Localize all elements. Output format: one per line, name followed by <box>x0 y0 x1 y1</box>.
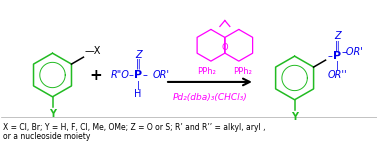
Text: OR': OR' <box>152 70 169 80</box>
Text: –OR': –OR' <box>341 47 363 57</box>
Text: Z: Z <box>334 31 341 41</box>
Text: R"O: R"O <box>110 70 129 80</box>
Text: H: H <box>135 89 142 99</box>
Text: O: O <box>222 43 228 52</box>
Text: |: | <box>336 61 339 70</box>
Text: X = Cl, Br; Y = H, F, Cl, Me, OMe; Z = O or S; R’ and R’’ = alkyl, aryl ,: X = Cl, Br; Y = H, F, Cl, Me, OMe; Z = O… <box>3 123 265 132</box>
Text: —X: —X <box>84 46 101 56</box>
Text: +: + <box>89 68 102 82</box>
Text: –: – <box>327 51 332 61</box>
Text: Pd₂(dba)₃(CHCl₃): Pd₂(dba)₃(CHCl₃) <box>172 93 247 102</box>
Text: Y: Y <box>291 112 298 122</box>
Text: or a nucleoside moiety: or a nucleoside moiety <box>3 132 90 141</box>
Text: –: – <box>143 70 147 80</box>
Text: Y: Y <box>49 109 56 119</box>
Text: OR'': OR'' <box>328 70 347 80</box>
Text: PPh₂: PPh₂ <box>197 67 216 76</box>
Text: P: P <box>333 51 342 61</box>
Text: ‖: ‖ <box>136 59 141 69</box>
Text: PPh₂: PPh₂ <box>233 67 252 76</box>
Text: –: – <box>129 70 134 80</box>
Text: |: | <box>137 81 139 90</box>
Text: Z: Z <box>135 50 141 60</box>
Text: ‖: ‖ <box>335 40 340 51</box>
Text: P: P <box>134 70 142 80</box>
